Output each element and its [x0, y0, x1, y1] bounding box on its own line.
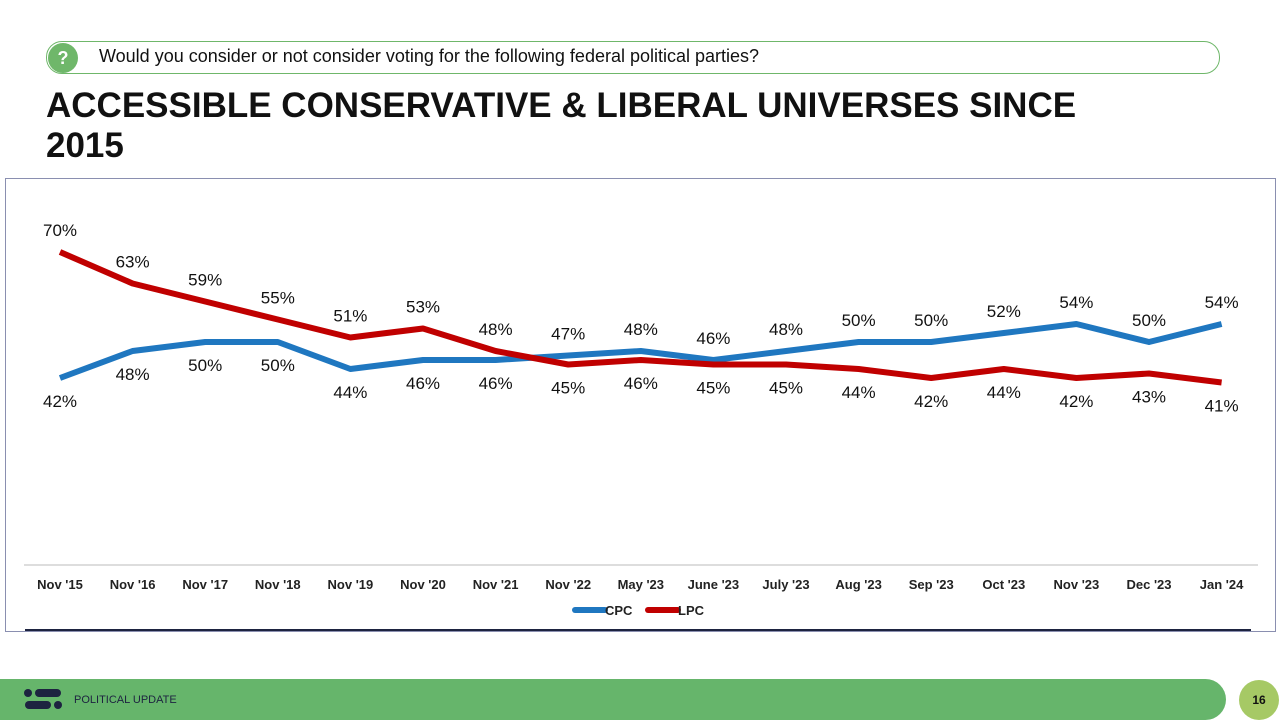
data-label: 48%: [479, 320, 513, 339]
data-label: 53%: [406, 298, 440, 317]
data-label: 46%: [696, 329, 730, 348]
x-tick-label: Aug '23: [835, 577, 881, 592]
data-label: 42%: [914, 392, 948, 411]
footer-bar: [0, 679, 1226, 720]
x-tick-label: Sep '23: [909, 577, 954, 592]
page-title: ACCESSIBLE CONSERVATIVE & LIBERAL UNIVER…: [46, 86, 1077, 165]
question-bubble-icon: ?: [48, 43, 78, 73]
series-line-lpc: [58, 249, 1222, 386]
data-label: 54%: [1059, 293, 1093, 312]
data-label: 63%: [116, 253, 150, 272]
x-tick-label: June '23: [688, 577, 740, 592]
x-tick-label: May '23: [618, 577, 664, 592]
data-label: 43%: [1132, 388, 1166, 407]
data-label: 70%: [43, 221, 77, 240]
data-label: 51%: [333, 307, 367, 326]
data-label: 55%: [261, 289, 295, 308]
data-label: 50%: [914, 311, 948, 330]
data-label: 45%: [696, 379, 730, 398]
chart-frame: [5, 178, 1276, 632]
footer-label: POLITICAL UPDATE: [74, 694, 177, 706]
series-line-cpc: [58, 321, 1223, 381]
x-tick-label: Nov '19: [328, 577, 374, 592]
data-label: 45%: [551, 379, 585, 398]
x-tick-label: Nov '16: [110, 577, 156, 592]
data-label: 45%: [769, 379, 803, 398]
data-label: 44%: [333, 383, 367, 402]
question-text: Would you consider or not consider votin…: [99, 46, 760, 66]
x-tick-label: Nov '18: [255, 577, 301, 592]
x-tick-label: July '23: [762, 577, 809, 592]
question-bar: [46, 41, 1220, 74]
data-label: 48%: [624, 320, 658, 339]
legend-label: CPC: [605, 603, 633, 618]
x-tick-label: Nov '17: [182, 577, 228, 592]
data-label: 48%: [116, 365, 150, 384]
data-label: 52%: [987, 302, 1021, 321]
data-label: 46%: [406, 374, 440, 393]
logo-icon: [24, 689, 62, 709]
data-label: 44%: [987, 383, 1021, 402]
x-tick-label: Nov '23: [1054, 577, 1100, 592]
x-tick-label: Nov '21: [473, 577, 519, 592]
data-label: 41%: [1205, 397, 1239, 416]
data-label: 44%: [842, 383, 876, 402]
data-label: 48%: [769, 320, 803, 339]
x-tick-label: Nov '15: [37, 577, 83, 592]
data-label: 46%: [624, 374, 658, 393]
data-label: 46%: [479, 374, 513, 393]
data-label: 50%: [842, 311, 876, 330]
data-label: 54%: [1205, 293, 1239, 312]
page-number: 16: [1239, 680, 1279, 720]
legend-label: LPC: [678, 603, 705, 618]
x-tick-label: Nov '20: [400, 577, 446, 592]
data-label: 42%: [1059, 392, 1093, 411]
data-label: 47%: [551, 325, 585, 344]
data-label: 50%: [1132, 311, 1166, 330]
data-label: 59%: [188, 271, 222, 290]
x-tick-label: Dec '23: [1126, 577, 1171, 592]
divider: [25, 629, 1251, 631]
data-label: 42%: [43, 392, 77, 411]
x-tick-label: Jan '24: [1200, 577, 1244, 592]
data-label: 50%: [188, 356, 222, 375]
x-tick-label: Nov '22: [545, 577, 591, 592]
data-label: 50%: [261, 356, 295, 375]
x-tick-label: Oct '23: [982, 577, 1025, 592]
